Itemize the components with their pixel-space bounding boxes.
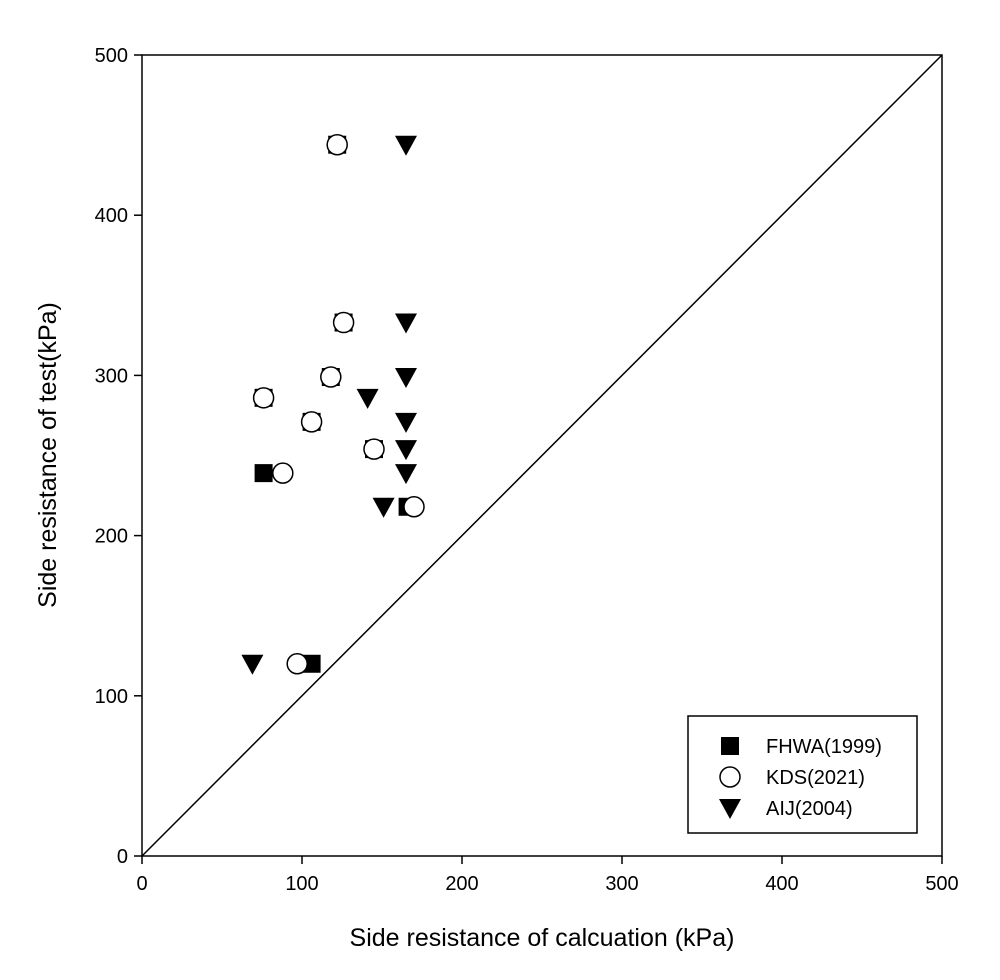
y-tick-label: 500 [95, 45, 128, 67]
series-2 [241, 135, 417, 675]
data-point [254, 464, 273, 483]
data-point [395, 464, 417, 485]
legend-marker [719, 799, 741, 819]
data-point [395, 368, 417, 389]
legend: FHWA(1999) KDS(2021) AIJ(2004) [687, 715, 918, 834]
legend-label: FHWA(1999) [766, 736, 882, 758]
data-point [395, 412, 417, 433]
data-point [332, 311, 355, 334]
axis-ticks: 0 100 200 300 400 500 0 100 200 300 400 500 [95, 45, 959, 895]
y-axis-title: Side resistance of test(kPa) [34, 302, 62, 608]
x-tick-label: 100 [285, 873, 318, 895]
plot-frame [141, 54, 943, 857]
y-tick-label: 300 [95, 365, 128, 387]
x-tick-label: 500 [925, 873, 958, 895]
data-point [372, 497, 395, 518]
data-point [252, 387, 275, 409]
data-point [395, 440, 417, 461]
legend-label: KDS(2021) [766, 767, 865, 789]
data-point [241, 654, 264, 675]
x-tick-label: 400 [765, 873, 798, 895]
data-point [302, 654, 321, 673]
data-point [286, 653, 308, 675]
y-tick-label: 200 [95, 526, 128, 548]
data-point [363, 438, 385, 460]
data-point [395, 313, 417, 334]
data-point [320, 366, 342, 388]
one-to-one-line [141, 54, 943, 857]
x-tick-label: 200 [445, 873, 478, 895]
x-tick-label: 300 [605, 873, 638, 895]
data-point [300, 411, 323, 433]
data-point [403, 496, 425, 518]
y-tick-label: 400 [95, 205, 128, 227]
y-tick-label: 0 [117, 846, 128, 868]
series-1 [252, 133, 425, 675]
legend-marker [721, 737, 739, 755]
plot-area [141, 54, 943, 857]
data-point [395, 135, 417, 156]
legend-label: AIJ(2004) [766, 798, 853, 820]
data-point [356, 388, 379, 409]
y-tick-label: 100 [95, 686, 128, 708]
data-point [326, 133, 348, 156]
x-tick-label: 0 [136, 873, 147, 895]
series-0 [254, 135, 417, 673]
legend-marker [719, 766, 741, 788]
x-axis-title: Side resistance of calcuation (kPa) [350, 924, 735, 952]
data-point [272, 462, 294, 484]
data-points [241, 133, 425, 675]
